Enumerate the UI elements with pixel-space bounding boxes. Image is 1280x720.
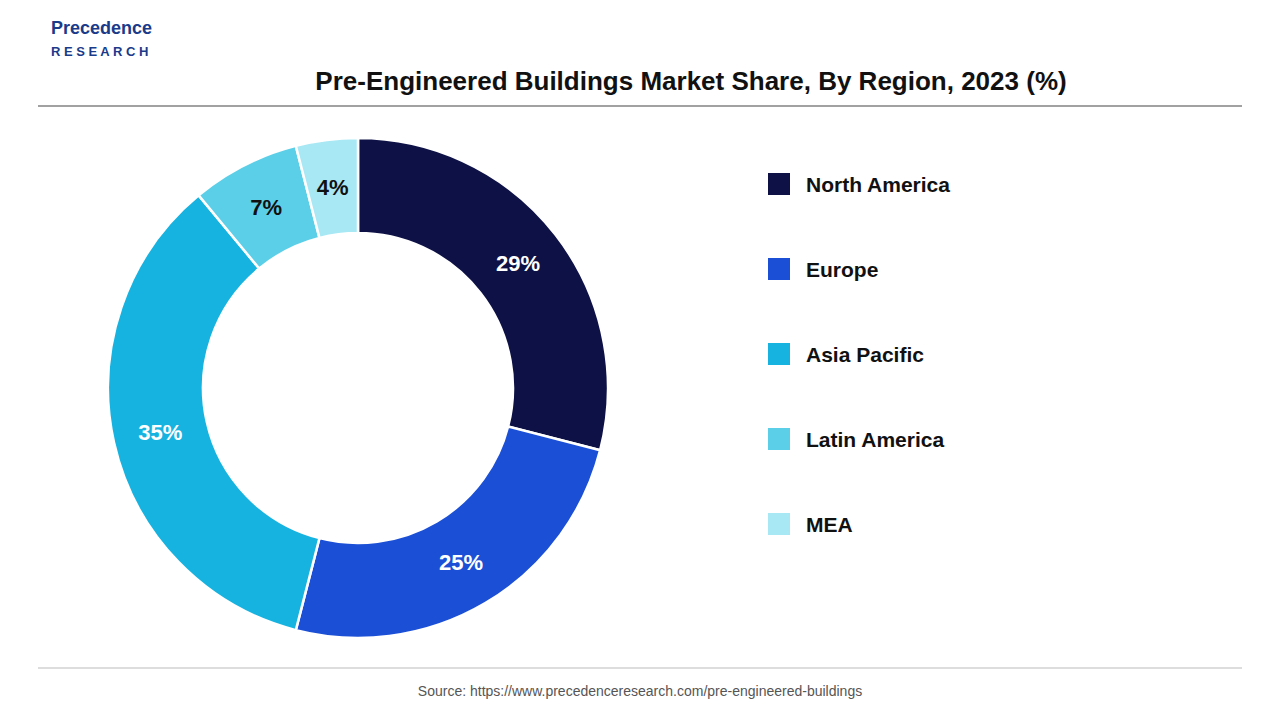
donut [108,138,608,638]
background [0,0,1280,720]
legend-swatch [768,173,790,195]
title-rule [38,105,1242,106]
legend-label: Latin America [806,428,944,451]
legend-label: Asia Pacific [806,343,924,366]
slice [296,138,358,238]
legend-label: Europe [806,258,878,281]
data-label: 29% [496,251,540,276]
source-text: Source: https://www.precedenceresearch.c… [418,683,862,699]
slice [108,195,319,630]
legend-swatch [768,428,790,450]
logo-text: Precedence [51,18,152,38]
data-label: 35% [138,420,182,445]
legend-swatch [768,343,790,365]
legend-label: MEA [806,513,853,536]
bottom-rule [38,668,1242,669]
data-labels: 29% 25% 35% 7% 4% [138,175,540,575]
data-label: 7% [250,195,282,220]
chart: Precedence R E S E A R C H Pre-Engineered … [0,0,1280,720]
data-label: 25% [439,550,483,575]
slice [358,138,608,450]
legend: North America Europe Asia Pacific Latin Ame… [768,173,950,536]
data-label: 4% [317,175,349,200]
slice [296,427,600,638]
logo-subtext: R E S E A R C H [51,44,148,59]
legend-swatch [768,258,790,280]
legend-label: North America [806,173,950,196]
legend-swatch [768,513,790,535]
title: Pre-Engineered Buildings Market Share, B… [315,66,1066,96]
